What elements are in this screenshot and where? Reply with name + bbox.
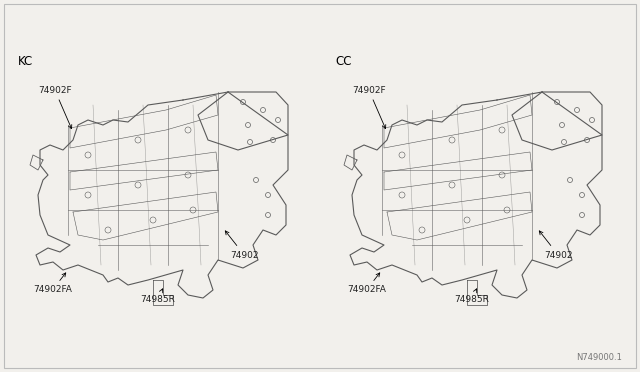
- Text: 74902FA: 74902FA: [347, 273, 386, 295]
- Text: 74902: 74902: [225, 231, 259, 260]
- Text: 74985R: 74985R: [140, 289, 175, 305]
- Text: KC: KC: [18, 55, 33, 68]
- Text: CC: CC: [335, 55, 351, 68]
- Text: 74985R: 74985R: [454, 289, 489, 305]
- Text: N749000.1: N749000.1: [576, 353, 622, 362]
- Text: 74902: 74902: [540, 231, 573, 260]
- Text: 74902FA: 74902FA: [33, 273, 72, 295]
- Text: 74902F: 74902F: [38, 86, 72, 129]
- Text: 74902F: 74902F: [352, 86, 386, 129]
